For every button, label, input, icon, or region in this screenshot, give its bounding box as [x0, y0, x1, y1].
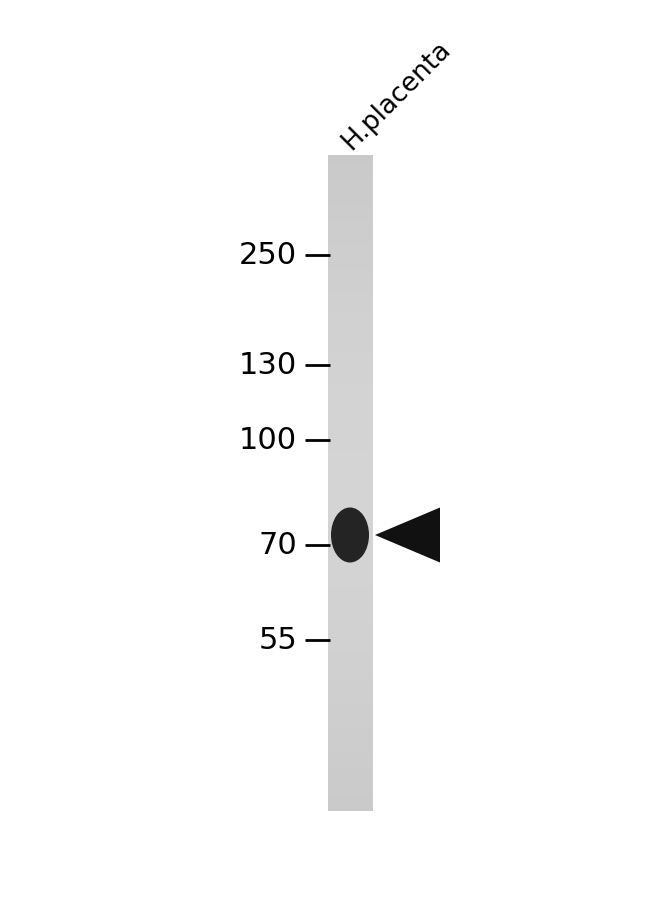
- Bar: [328, 483, 372, 491]
- Bar: [328, 213, 372, 221]
- Bar: [328, 376, 372, 385]
- Bar: [328, 622, 372, 630]
- Bar: [328, 409, 372, 417]
- Bar: [328, 540, 372, 549]
- Bar: [328, 687, 372, 696]
- Bar: [328, 802, 372, 810]
- Bar: [328, 426, 372, 434]
- Bar: [328, 262, 372, 270]
- Bar: [328, 531, 372, 541]
- Bar: [328, 670, 372, 680]
- Bar: [328, 712, 372, 720]
- Bar: [328, 367, 372, 377]
- Bar: [328, 270, 372, 278]
- Bar: [328, 441, 372, 450]
- Bar: [328, 449, 372, 459]
- Bar: [328, 729, 372, 737]
- Bar: [328, 196, 372, 204]
- Bar: [328, 548, 372, 556]
- Bar: [328, 163, 372, 172]
- Bar: [328, 655, 372, 663]
- Bar: [328, 744, 372, 753]
- Bar: [328, 352, 372, 360]
- Bar: [328, 188, 372, 196]
- Bar: [328, 515, 372, 524]
- Bar: [328, 491, 372, 499]
- Bar: [328, 286, 372, 295]
- Bar: [328, 155, 372, 164]
- Bar: [328, 278, 372, 286]
- Bar: [328, 704, 372, 712]
- Bar: [328, 474, 372, 483]
- Bar: [328, 786, 372, 794]
- Bar: [328, 155, 372, 810]
- Bar: [328, 565, 372, 573]
- Ellipse shape: [331, 507, 369, 563]
- Bar: [328, 769, 372, 777]
- Bar: [328, 401, 372, 409]
- Bar: [328, 507, 372, 516]
- Bar: [328, 319, 372, 328]
- Text: 250: 250: [239, 240, 297, 270]
- Bar: [328, 761, 372, 770]
- Bar: [328, 384, 372, 393]
- Bar: [328, 630, 372, 638]
- Text: 130: 130: [239, 351, 297, 379]
- Bar: [328, 417, 372, 426]
- Bar: [328, 344, 372, 352]
- Bar: [328, 392, 372, 402]
- Bar: [328, 253, 372, 262]
- Bar: [328, 335, 372, 344]
- Bar: [328, 777, 372, 786]
- Bar: [328, 794, 372, 802]
- Bar: [328, 597, 372, 606]
- Bar: [328, 434, 372, 442]
- Polygon shape: [375, 507, 440, 563]
- Text: 55: 55: [258, 625, 297, 655]
- Bar: [328, 302, 372, 311]
- Bar: [328, 695, 372, 704]
- Bar: [328, 499, 372, 507]
- Bar: [328, 245, 372, 254]
- Bar: [328, 736, 372, 745]
- Bar: [328, 556, 372, 565]
- Bar: [328, 573, 372, 581]
- Bar: [328, 458, 372, 467]
- Text: 100: 100: [239, 426, 297, 454]
- Bar: [328, 360, 372, 368]
- Bar: [328, 679, 372, 688]
- Bar: [328, 228, 372, 238]
- Bar: [328, 752, 372, 762]
- Text: H.placenta: H.placenta: [337, 36, 456, 155]
- Text: 70: 70: [258, 530, 297, 559]
- Bar: [328, 220, 372, 229]
- Bar: [328, 466, 372, 475]
- Bar: [328, 638, 372, 647]
- Bar: [328, 647, 372, 655]
- Bar: [328, 327, 372, 335]
- Bar: [328, 523, 372, 532]
- Bar: [328, 589, 372, 598]
- Bar: [328, 662, 372, 671]
- Bar: [328, 613, 372, 623]
- Bar: [328, 310, 372, 320]
- Bar: [328, 581, 372, 589]
- Bar: [328, 171, 372, 181]
- Bar: [328, 237, 372, 246]
- Bar: [328, 720, 372, 729]
- Bar: [328, 605, 372, 614]
- Bar: [328, 294, 372, 303]
- Bar: [328, 180, 372, 188]
- Bar: [328, 204, 372, 213]
